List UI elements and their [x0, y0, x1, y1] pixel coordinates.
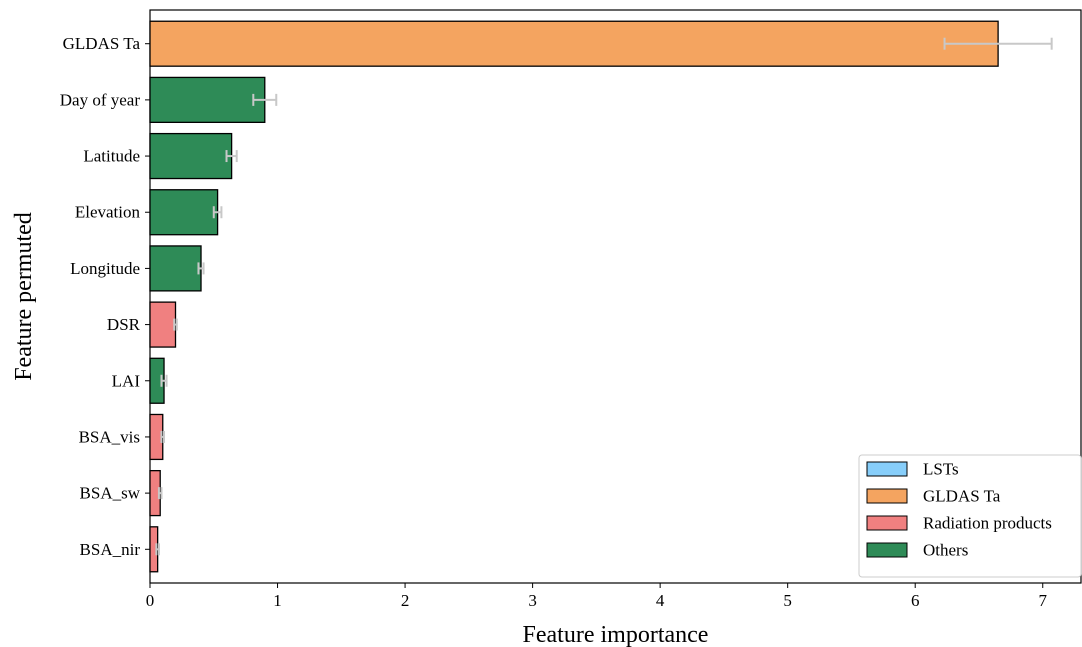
legend-swatch [866, 542, 908, 558]
bar-longitude [149, 245, 202, 292]
x-tick-label: 7 [1038, 591, 1047, 610]
x-tick-label: 5 [783, 591, 792, 610]
x-tick-label: 0 [146, 591, 155, 610]
x-tick-label: 3 [528, 591, 537, 610]
y-tick-label: Longitude [70, 259, 140, 278]
bar-dsr [149, 301, 177, 348]
y-tick-label: DSR [107, 315, 141, 334]
legend-swatch [866, 461, 908, 477]
legend-box [858, 454, 1082, 578]
bar-day-of-year [149, 76, 266, 124]
y-tick-label: Elevation [75, 203, 141, 222]
y-tick-label: BSA_vis [79, 427, 140, 446]
y-tick-label: GLDAS Ta [63, 34, 141, 53]
legend-swatch [866, 488, 908, 504]
x-tick-label: 6 [911, 591, 920, 610]
x-axis-title: Feature importance [523, 622, 709, 647]
bar-gldas-ta [149, 20, 999, 67]
bar-latitude [149, 132, 233, 180]
y-tick-label: BSA_nir [80, 540, 141, 559]
y-axis-title: Feature permuted [11, 212, 37, 381]
legend-label: Others [923, 541, 968, 560]
y-tick-label: LAI [112, 371, 141, 390]
bar-elevation [149, 189, 219, 236]
legend-label: Radiation products [923, 514, 1052, 533]
y-tick-label: BSA_sw [80, 484, 141, 503]
x-tick-label: 4 [656, 591, 665, 610]
x-tick-label: 1 [273, 591, 282, 610]
legend-swatch [866, 515, 908, 531]
x-tick-label: 2 [401, 591, 410, 610]
plot-frame [149, 9, 1082, 584]
legend-label: LSTs [923, 460, 959, 479]
y-tick-label: Latitude [83, 147, 140, 166]
legend-label: GLDAS Ta [923, 487, 1001, 506]
y-tick-label: Day of year [60, 90, 141, 109]
